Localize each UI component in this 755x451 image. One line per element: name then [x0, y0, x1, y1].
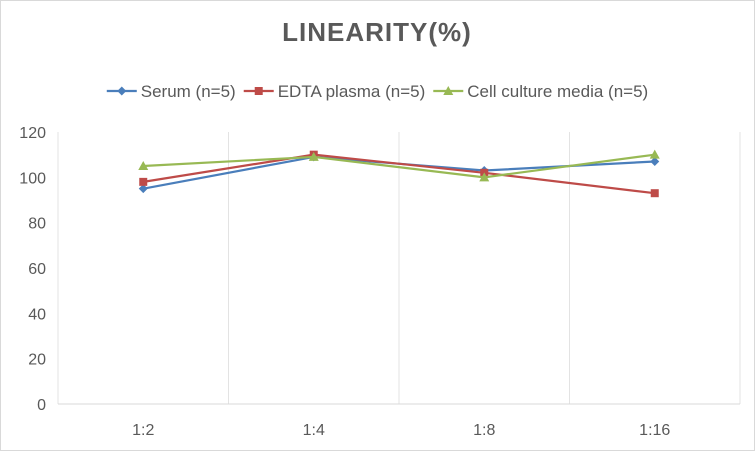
grid-lines: [57, 132, 741, 405]
legend-item-2: EDTA plasma (n=5): [243, 82, 426, 101]
y-tick-label: 40: [28, 306, 46, 323]
x-tick-label: 1:2: [132, 422, 154, 439]
y-tick-label: 60: [28, 261, 46, 278]
y-tick-label: 100: [19, 170, 46, 187]
data-point: [139, 177, 148, 186]
x-tick-label: 1:16: [639, 422, 670, 439]
y-tick-label: 0: [37, 397, 46, 414]
series-3: [138, 149, 660, 182]
y-axis: 0 20 40 60 80 100 120: [19, 125, 46, 414]
data-point: [479, 172, 490, 182]
legend-label: EDTA plasma (n=5): [278, 82, 426, 101]
data-point: [138, 161, 149, 170]
legend-marker: [254, 87, 263, 95]
legend: Serum (n=5) EDTA plasma (n=5) Cell culture…: [106, 82, 648, 101]
legend-item-1: Serum (n=5): [106, 82, 236, 101]
series-group: [138, 149, 660, 198]
y-tick-label: 120: [19, 125, 46, 142]
legend-item-3: Cell culture media (n=5): [433, 82, 648, 101]
x-axis: 1:2 1:4 1:8 1:16: [132, 422, 670, 439]
y-tick-label: 80: [28, 216, 46, 233]
series-line: [143, 153, 655, 179]
series-line: [143, 153, 655, 195]
data-point: [138, 184, 148, 194]
data-point: [650, 189, 659, 198]
y-tick-label: 20: [28, 352, 46, 369]
data-point: [650, 156, 660, 166]
legend-label: Cell culture media (n=5): [467, 82, 648, 101]
x-tick-label: 1:4: [303, 422, 325, 439]
legend-marker: [117, 86, 127, 96]
data-point: [308, 151, 319, 161]
legend-label: Serum (n=5): [141, 82, 236, 101]
chart-title: LINEARITY(%): [282, 17, 472, 47]
legend-marker: [443, 86, 454, 95]
data-point: [649, 149, 660, 159]
x-tick-label: 1:8: [473, 422, 495, 439]
